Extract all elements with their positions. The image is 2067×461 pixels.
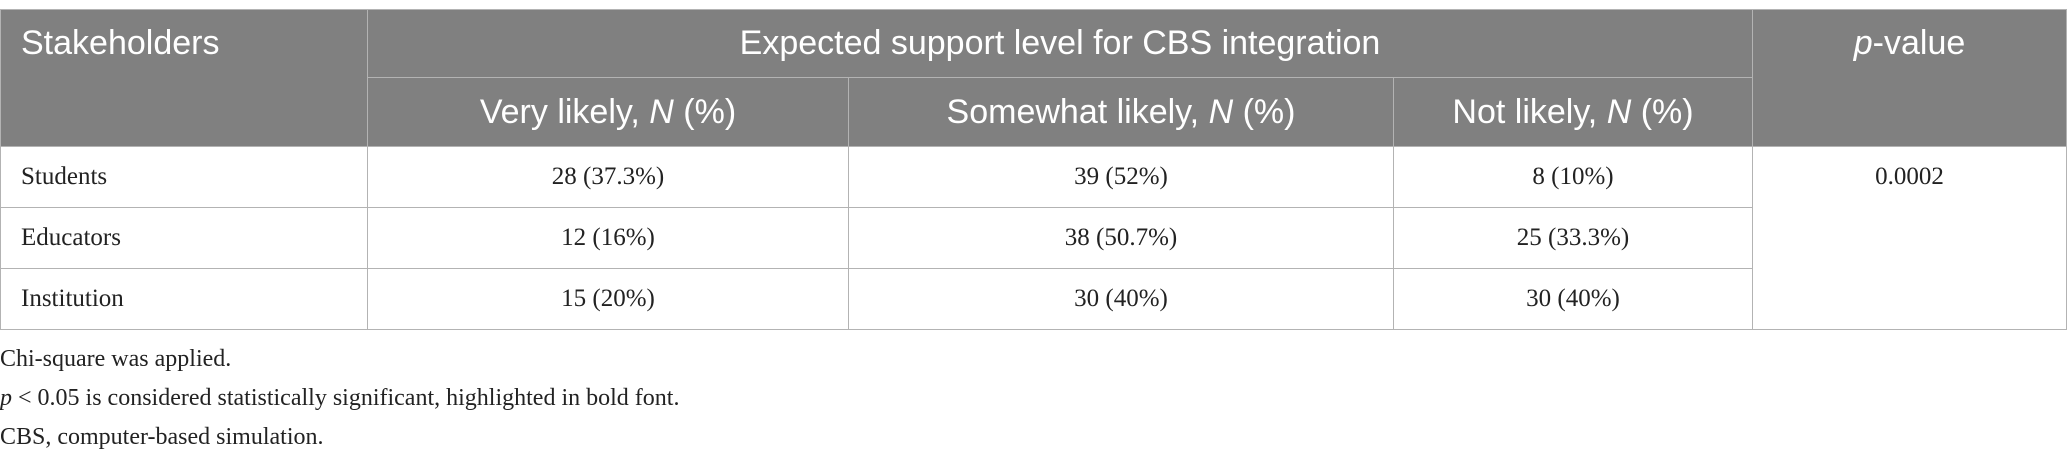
header-p-italic: p [1853,24,1873,62]
support-level-table: Stakeholders Expected support level for … [0,9,2067,330]
cell-stakeholder: Students [0,146,368,208]
header-p-rest: -value [1872,24,1966,62]
header-not-likely: Not likely, N (%) [1392,77,1754,147]
cell-somewhat-likely: 38 (50.7%) [848,207,1394,269]
cell-stakeholder: Institution [0,268,368,330]
cell-very-likely: 12 (16%) [367,207,849,269]
table-footnotes: Chi-square was applied. p < 0.05 is cons… [0,340,679,457]
header-somewhat-likely: Somewhat likely, N (%) [848,77,1394,147]
header-somewhat-likely-text: Somewhat likely, [946,92,1209,131]
footnote-significance: p < 0.05 is considered statistically sig… [0,379,679,418]
header-group-title: Expected support level for CBS integrati… [366,9,1754,78]
table-header: Stakeholders Expected support level for … [0,9,2067,147]
cell-somewhat-likely: 39 (52%) [848,146,1394,208]
header-very-likely-n: N [649,92,674,131]
header-not-likely-n: N [1606,92,1632,131]
table-row: Students 28 (37.3%) 39 (52%) 8 (10%) 0.0… [0,146,2067,330]
table-body: Students 28 (37.3%) 39 (52%) 8 (10%) 0.0… [0,146,2067,330]
cell-stakeholder: Educators [0,207,368,269]
header-somewhat-likely-pct: (%) [1233,92,1296,131]
header-very-likely-text: Very likely, [479,92,650,131]
header-stakeholders: Stakeholders [0,9,368,147]
footnote-p-italic: p [0,385,12,411]
header-very-likely-pct: (%) [673,92,737,131]
header-not-likely-text: Not likely, [1452,92,1607,131]
header-not-likely-pct: (%) [1631,92,1694,131]
header-very-likely: Very likely, N (%) [367,77,849,147]
table-row: Institution 15 (20%) 30 (40%) 30 (40%) [0,268,2067,330]
header-somewhat-likely-n: N [1208,92,1234,131]
cell-somewhat-likely: 30 (40%) [848,268,1394,330]
footnote-significance-text: < 0.05 is considered statistically signi… [12,385,680,411]
cell-not-likely: 8 (10%) [1392,146,1754,208]
footnote-chi-square: Chi-square was applied. [0,346,232,372]
cell-not-likely: 30 (40%) [1392,268,1754,330]
cell-not-likely: 25 (33.3%) [1392,207,1754,269]
results-table-container: Stakeholders Expected support level for … [0,9,2067,330]
cell-very-likely: 28 (37.3%) [367,146,849,208]
cell-very-likely: 15 (20%) [367,268,849,330]
header-p-value: p-value [1752,9,2067,147]
footnote-abbreviation: CBS, computer-based simulation. [0,424,324,450]
cell-p-value: 0.0002 [1752,146,2067,330]
